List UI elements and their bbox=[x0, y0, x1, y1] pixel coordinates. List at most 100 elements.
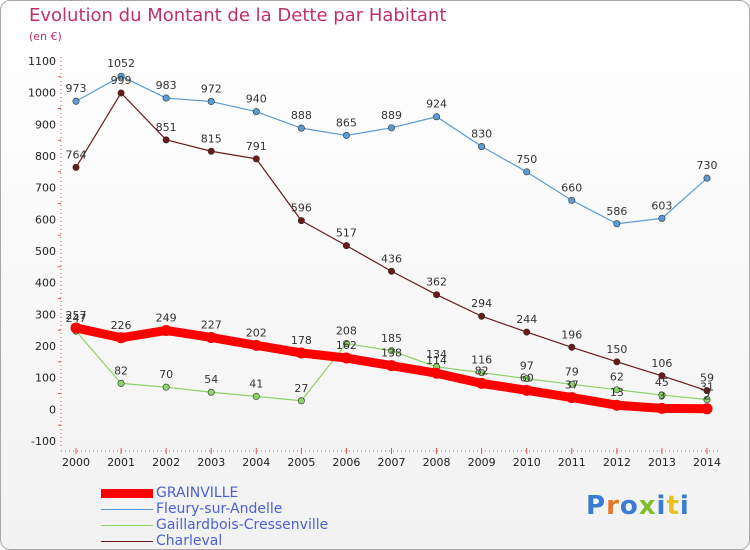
line-chart: -100 0 100 200 300 400 500 600 700 800 900 1000 1100… bbox=[28, 55, 721, 469]
x-tick-label: 2014 bbox=[693, 456, 721, 469]
chart-title: Evolution du Montant de la Dette par Hab… bbox=[29, 5, 447, 26]
data-label: 603 bbox=[651, 199, 672, 212]
logo-letter: r bbox=[606, 491, 620, 521]
data-label: 3 bbox=[658, 389, 665, 402]
x-tick-label: 2010 bbox=[513, 456, 541, 469]
legend-swatch bbox=[101, 488, 153, 498]
legend-swatch bbox=[101, 524, 153, 526]
data-point bbox=[207, 98, 215, 106]
data-point bbox=[252, 392, 260, 400]
legend-label: Gaillardbois-Cressenville bbox=[156, 517, 329, 533]
data-label: 116 bbox=[471, 354, 492, 367]
data-label: 940 bbox=[246, 93, 267, 106]
data-label: 138 bbox=[381, 347, 402, 360]
data-label: 1052 bbox=[107, 57, 135, 70]
data-label: 750 bbox=[516, 153, 537, 166]
data-point bbox=[207, 147, 215, 155]
data-point bbox=[703, 387, 711, 395]
data-point bbox=[70, 322, 82, 334]
data-point bbox=[568, 343, 576, 351]
data-label: 972 bbox=[201, 83, 222, 96]
data-label: 106 bbox=[651, 357, 672, 370]
data-label: 362 bbox=[426, 276, 447, 289]
data-label: 202 bbox=[246, 326, 267, 339]
data-point bbox=[297, 124, 305, 132]
data-label: 185 bbox=[381, 332, 402, 345]
data-point bbox=[568, 380, 576, 388]
x-tick-label: 2012 bbox=[603, 456, 631, 469]
data-point bbox=[160, 324, 172, 336]
data-label: 247 bbox=[66, 312, 87, 325]
legend-label: Charleval bbox=[156, 533, 223, 549]
x-tick-label: 2007 bbox=[378, 456, 406, 469]
data-point bbox=[387, 124, 395, 132]
legend-item-fleury: Fleury-sur-Andelle bbox=[101, 501, 328, 517]
data-label: 851 bbox=[156, 121, 177, 134]
data-label: 888 bbox=[291, 109, 312, 122]
data-point bbox=[568, 196, 576, 204]
data-point bbox=[478, 369, 486, 377]
data-point bbox=[703, 396, 711, 404]
data-point bbox=[703, 174, 711, 182]
legend-item-gaillardbois: Gaillardbois-Cressenville bbox=[101, 517, 328, 533]
data-label: 60 bbox=[520, 371, 534, 384]
legend: GRAINVILLE Fleury-sur-Andelle Gaillardbo… bbox=[101, 485, 328, 549]
data-label: 596 bbox=[291, 202, 312, 215]
data-point bbox=[658, 372, 666, 380]
proxiti-logo: Proxiti bbox=[586, 491, 690, 521]
y-tick-label: 200 bbox=[35, 340, 56, 353]
data-label: 815 bbox=[201, 132, 222, 145]
data-label: 227 bbox=[201, 318, 222, 331]
data-point bbox=[431, 367, 443, 379]
data-label: 294 bbox=[471, 297, 492, 310]
legend-swatch bbox=[101, 508, 153, 510]
data-point bbox=[433, 291, 441, 299]
data-point bbox=[611, 399, 623, 411]
logo-letter: t bbox=[666, 491, 680, 521]
y-tick-label: 1000 bbox=[28, 87, 56, 100]
data-label: 244 bbox=[516, 313, 537, 326]
y-tick-label: 500 bbox=[35, 245, 56, 258]
data-point bbox=[340, 352, 352, 364]
data-label: 586 bbox=[606, 205, 627, 218]
data-point bbox=[252, 155, 260, 163]
data-label: 41 bbox=[249, 377, 263, 390]
data-point bbox=[117, 379, 125, 387]
data-label: 436 bbox=[381, 252, 402, 265]
data-point bbox=[207, 388, 215, 396]
logo-letter: i bbox=[679, 491, 690, 521]
data-point bbox=[478, 143, 486, 151]
data-label: 249 bbox=[156, 311, 177, 324]
x-tick-label: 2001 bbox=[107, 456, 135, 469]
data-label: 97 bbox=[520, 360, 534, 373]
data-label: 830 bbox=[471, 128, 492, 141]
data-point bbox=[72, 163, 80, 171]
data-label: 114 bbox=[426, 354, 447, 367]
data-point bbox=[613, 358, 621, 366]
data-point bbox=[162, 136, 170, 144]
data-point bbox=[523, 168, 531, 176]
data-label: 150 bbox=[606, 343, 627, 356]
data-point bbox=[658, 214, 666, 222]
y-tick-label: 600 bbox=[35, 213, 56, 226]
data-point bbox=[297, 397, 305, 405]
x-tick-label: 2013 bbox=[648, 456, 676, 469]
data-label: 2 bbox=[704, 390, 711, 403]
data-label: 865 bbox=[336, 116, 357, 129]
y-tick-label: 300 bbox=[35, 308, 56, 321]
data-point bbox=[613, 386, 621, 394]
data-point bbox=[387, 347, 395, 355]
data-point bbox=[250, 339, 262, 351]
y-tick-label: 0 bbox=[49, 403, 56, 416]
y-tick-label: 100 bbox=[35, 372, 56, 385]
data-point bbox=[295, 347, 307, 359]
data-point bbox=[476, 377, 488, 389]
data-label: 889 bbox=[381, 109, 402, 122]
data-label: 196 bbox=[561, 328, 582, 341]
x-tick-label: 2003 bbox=[197, 456, 225, 469]
logo-letter: x bbox=[638, 491, 657, 521]
data-label: 31 bbox=[700, 381, 714, 394]
legend-swatch bbox=[101, 540, 153, 542]
y-tick-label: 800 bbox=[35, 150, 56, 163]
